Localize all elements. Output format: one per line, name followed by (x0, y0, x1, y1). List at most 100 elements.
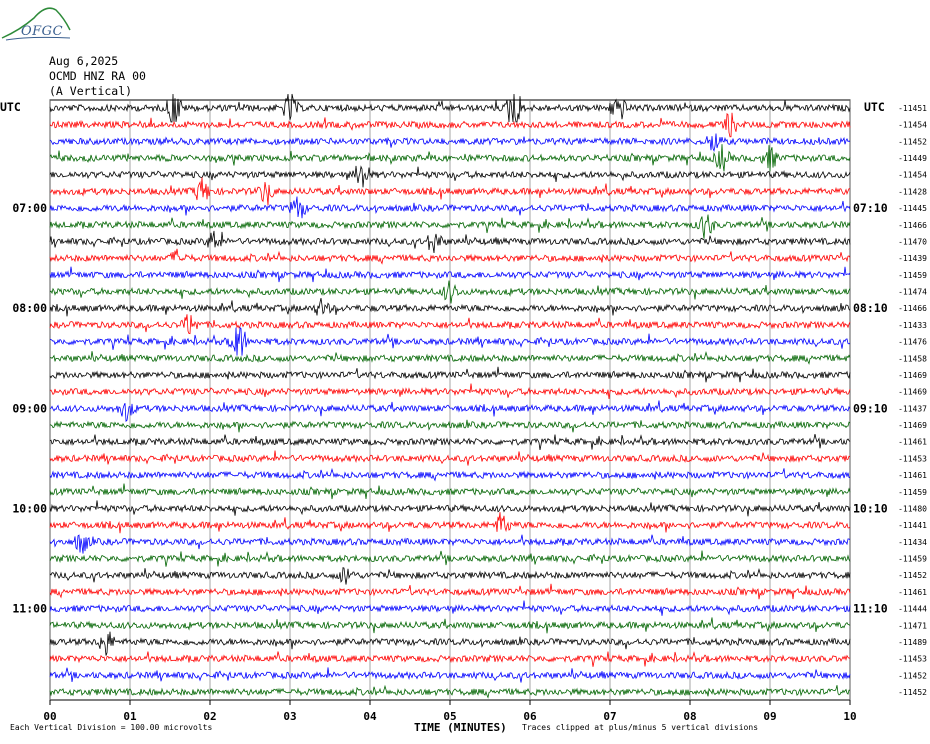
trace-labels: 00 01 02 03 04 05 06 07 08 09 10 -11451 -11454 -11452… (12, 104, 927, 723)
seismic-trace (49, 266, 851, 283)
right-time-label: 08:10 (853, 301, 888, 315)
logo-text: OFGC (21, 24, 64, 39)
seismic-trace (49, 500, 851, 517)
x-tick-label: 07 (603, 710, 616, 723)
trace-offset-label: -11480 (898, 504, 927, 513)
trace-offset-label: -11451 (898, 104, 927, 113)
seismic-traces (49, 93, 851, 699)
x-axis-title: TIME (MINUTES) (414, 721, 507, 734)
trace-offset-label: -11452 (898, 571, 927, 580)
seismic-trace (49, 366, 851, 383)
seismic-trace (49, 567, 851, 585)
seismic-trace (49, 512, 851, 534)
seismic-trace (49, 400, 851, 423)
logo-mountain-icon (1, 7, 71, 41)
x-tick-label: 08 (683, 710, 696, 723)
seismic-trace (49, 112, 851, 138)
trace-offset-label: -11476 (898, 338, 927, 347)
trace-offset-label: -11469 (898, 388, 927, 397)
left-time-label: 09:00 (12, 401, 47, 415)
seismic-trace (49, 600, 851, 616)
seismic-trace (49, 196, 851, 219)
trace-offset-label: -11445 (898, 204, 927, 213)
trace-offset-label: -11461 (898, 588, 927, 597)
left-utc-label: UTC (0, 100, 21, 114)
trace-offset-label: -11453 (898, 454, 927, 463)
left-time-label: 11:00 (12, 602, 47, 616)
trace-offset-label: -11453 (898, 655, 927, 664)
seismic-trace (49, 651, 851, 667)
left-time-label: 07:00 (12, 201, 47, 215)
seismic-trace (49, 165, 851, 188)
seismic-trace (49, 631, 851, 656)
seismic-trace (49, 314, 851, 335)
seismic-trace (49, 534, 851, 554)
right-time-label: 11:10 (853, 602, 888, 616)
seismic-trace (49, 351, 851, 365)
x-tick-label: 00 (43, 710, 56, 723)
right-time-label: 07:10 (853, 201, 888, 215)
left-time-label: 10:00 (12, 501, 47, 515)
right-time-label: 09:10 (853, 401, 888, 415)
left-time-label: 08:00 (12, 301, 47, 315)
seismic-trace (49, 248, 851, 265)
seismic-trace (49, 133, 851, 153)
date-label: Aug 6,2025 (49, 54, 119, 68)
seismic-trace (49, 419, 851, 433)
trace-offset-label: -11452 (898, 671, 927, 680)
trace-offset-label: -11452 (898, 137, 927, 146)
trace-offset-label: -11437 (898, 404, 927, 413)
seismic-trace (49, 483, 851, 500)
ofgc-logo: OFGC (0, 0, 80, 46)
trace-offset-label: -11433 (898, 321, 927, 330)
trace-offset-label: -11428 (898, 187, 927, 196)
trace-offset-label: -11470 (898, 237, 927, 246)
seismic-trace (49, 230, 851, 254)
seismic-trace (49, 617, 851, 634)
x-tick-label: 04 (363, 710, 377, 723)
trace-offset-label: -11459 (898, 555, 927, 564)
trace-offset-label: -11452 (898, 688, 927, 697)
trace-offset-label: -11466 (898, 304, 927, 313)
trace-offset-label: -11461 (898, 471, 927, 480)
component-label: (A Vertical) (49, 84, 133, 98)
seismic-trace (49, 583, 851, 600)
trace-offset-label: -11434 (898, 538, 927, 547)
seismic-trace (49, 434, 851, 450)
x-tick-label: 09 (763, 710, 776, 723)
seismic-trace (49, 450, 851, 466)
trace-offset-label: -11466 (898, 221, 927, 230)
minute-gridlines (49, 99, 851, 705)
x-tick-label: 10 (843, 710, 856, 723)
seismic-trace (49, 214, 851, 239)
trace-offset-label: -11459 (898, 271, 927, 280)
seismic-trace (49, 144, 851, 172)
x-tick-label: 05 (443, 710, 456, 723)
seismic-trace (49, 383, 851, 399)
trace-offset-label: -11459 (898, 488, 927, 497)
seismic-trace (49, 667, 851, 683)
seismic-trace (49, 467, 851, 482)
x-tick-label: 03 (283, 710, 296, 723)
seismic-trace (49, 280, 851, 304)
trace-offset-label: -11449 (898, 154, 927, 163)
trace-offset-label: -11474 (898, 288, 927, 297)
trace-offset-label: -11454 (898, 171, 927, 180)
trace-offset-label: -11444 (898, 605, 927, 614)
clipping-note: Traces clipped at plus/minus 5 vertical … (522, 723, 759, 732)
trace-offset-label: -11454 (898, 121, 927, 130)
seismic-trace (49, 177, 851, 206)
x-tick-label: 06 (523, 710, 537, 723)
trace-offset-label: -11469 (898, 421, 927, 430)
trace-offset-label: -11489 (898, 638, 927, 647)
seismic-trace (49, 326, 851, 356)
vertical-division-note: Each Vertical Division = 100.00 microvol… (10, 723, 213, 732)
right-utc-label: UTC (864, 100, 885, 114)
x-tick-label: 02 (203, 710, 216, 723)
x-tick-label: 01 (123, 710, 137, 723)
right-time-label: 10:10 (853, 501, 888, 515)
seismic-trace (49, 684, 850, 699)
seismic-trace (49, 93, 851, 123)
trace-offset-label: -11439 (898, 254, 927, 263)
